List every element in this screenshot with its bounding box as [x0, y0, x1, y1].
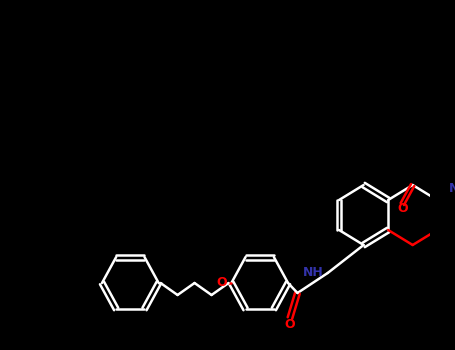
- Text: NH: NH: [303, 266, 324, 280]
- Text: O: O: [216, 276, 227, 289]
- Text: N: N: [449, 182, 455, 195]
- Text: O: O: [397, 202, 408, 215]
- Text: O: O: [285, 317, 295, 330]
